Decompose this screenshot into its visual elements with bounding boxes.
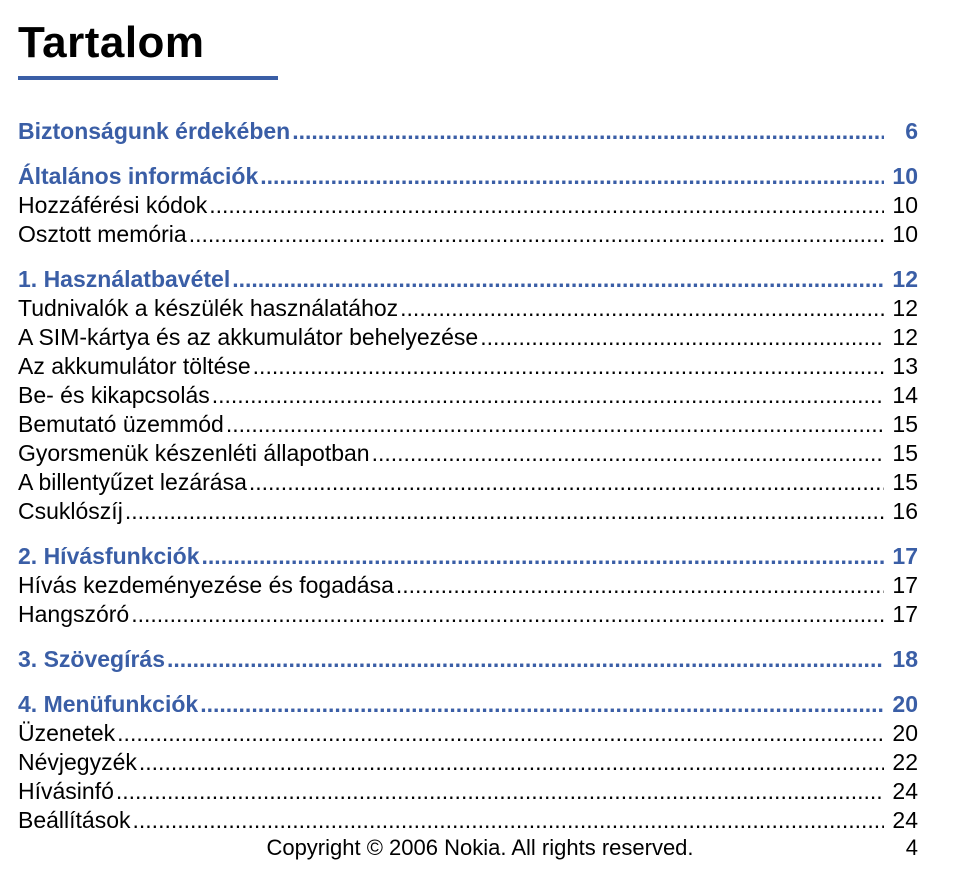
toc-label: Hangszóró [18,603,129,626]
toc-page: 20 [884,722,918,745]
toc-label: Névjegyzék [18,751,137,774]
toc-page: 15 [884,442,918,465]
page-title: Tartalom [18,18,918,68]
toc-leader: ........................................… [137,751,884,774]
footer: Copyright © 2006 Nokia. All rights reser… [0,835,960,861]
toc-leader: ........................................… [258,165,884,188]
toc-leader: ........................................… [224,413,884,436]
toc-label: Általános információk [18,165,258,188]
page-number: 4 [906,835,918,861]
toc-page: 22 [884,751,918,774]
toc-leader: ........................................… [200,545,884,568]
toc-label: Osztott memória [18,223,187,246]
toc-line: Biztonságunk érdekében..................… [18,120,918,143]
toc-line: Bemutató üzemmód........................… [18,413,918,436]
toc-label: Üzenetek [18,722,115,745]
toc-label: A billentyűzet lezárása [18,471,247,494]
toc-page: 15 [884,413,918,436]
toc-page: 24 [884,809,918,832]
toc-leader: ........................................… [165,648,884,671]
toc-line: A SIM-kártya és az akkumulátor behelyezé… [18,326,918,349]
toc-leader: ........................................… [230,268,884,291]
toc-line: Osztott memória.........................… [18,223,918,246]
toc-page: 17 [884,545,918,568]
toc-page: 10 [884,194,918,217]
toc-page: 12 [884,297,918,320]
toc-line: Hívás kezdeményezése és fogadása........… [18,574,918,597]
toc-page: 15 [884,471,918,494]
toc-line: Az akkumulátor töltése..................… [18,355,918,378]
toc-page: 18 [884,648,918,671]
toc-line: Beállítások.............................… [18,809,918,832]
toc-line: Hívásinfó...............................… [18,780,918,803]
toc-label: Csuklószíj [18,500,123,523]
copyright-text: Copyright © 2006 Nokia. All rights reser… [266,835,693,860]
toc-label: 3. Szövegírás [18,648,165,671]
toc-label: Hívás kezdeményezése és fogadása [18,574,394,597]
toc-label: Be- és kikapcsolás [18,384,210,407]
toc-line: Általános információk...................… [18,165,918,188]
toc-line: Névjegyzék..............................… [18,751,918,774]
toc-label: Bemutató üzemmód [18,413,224,436]
toc-label: Tudnivalók a készülék használatához [18,297,398,320]
toc-page: 10 [884,223,918,246]
toc-leader: ........................................… [129,603,884,626]
toc-leader: ........................................… [210,384,884,407]
toc-leader: ........................................… [187,223,884,246]
toc-label: Gyorsmenük készenléti állapotban [18,442,370,465]
toc-label: Hívásinfó [18,780,114,803]
toc-page: 17 [884,603,918,626]
toc-line: Üzenetek................................… [18,722,918,745]
toc-page: 14 [884,384,918,407]
toc-page: 16 [884,500,918,523]
toc-leader: ........................................… [247,471,884,494]
toc-label: 1. Használatbavétel [18,268,230,291]
title-rule [18,76,278,80]
toc-line: Be- és kikapcsolás......................… [18,384,918,407]
toc-leader: ........................................… [123,500,884,523]
toc-label: 2. Hívásfunkciók [18,545,200,568]
toc-page: 24 [884,780,918,803]
toc-page: 10 [884,165,918,188]
toc-label: Beállítások [18,809,131,832]
toc-leader: ........................................… [207,194,884,217]
toc-leader: ........................................… [114,780,884,803]
toc-line: 1. Használatbavétel.....................… [18,268,918,291]
toc-leader: ........................................… [478,326,884,349]
toc-line: Gyorsmenük készenléti állapotban........… [18,442,918,465]
toc-label: Az akkumulátor töltése [18,355,251,378]
toc-leader: ........................................… [251,355,884,378]
toc-page: 12 [884,326,918,349]
toc-line: A billentyűzet lezárása.................… [18,471,918,494]
toc-label: Biztonságunk érdekében [18,120,290,143]
toc-line: 3. Szövegírás...........................… [18,648,918,671]
toc-page: 6 [884,120,918,143]
toc-line: Hozzáférési kódok.......................… [18,194,918,217]
toc-line: Tudnivalók a készülék használatához.....… [18,297,918,320]
toc-line: Csuklószíj..............................… [18,500,918,523]
toc-leader: ........................................… [394,574,884,597]
toc-label: 4. Menüfunkciók [18,693,198,716]
toc-label: Hozzáférési kódok [18,194,207,217]
toc-leader: ........................................… [115,722,884,745]
toc-line: Hangszóró...............................… [18,603,918,626]
toc-leader: ........................................… [370,442,884,465]
toc-label: A SIM-kártya és az akkumulátor behelyezé… [18,326,478,349]
toc-leader: ........................................… [198,693,884,716]
page: Tartalom Biztonságunk érdekében.........… [0,0,960,879]
toc-page: 20 [884,693,918,716]
toc-line: 4. Menüfunkciók.........................… [18,693,918,716]
toc-leader: ........................................… [398,297,884,320]
toc-page: 17 [884,574,918,597]
toc-line: 2. Hívásfunkciók........................… [18,545,918,568]
toc-page: 12 [884,268,918,291]
toc-leader: ........................................… [290,120,884,143]
table-of-contents: Biztonságunk érdekében..................… [18,120,918,832]
toc-page: 13 [884,355,918,378]
toc-leader: ........................................… [131,809,884,832]
